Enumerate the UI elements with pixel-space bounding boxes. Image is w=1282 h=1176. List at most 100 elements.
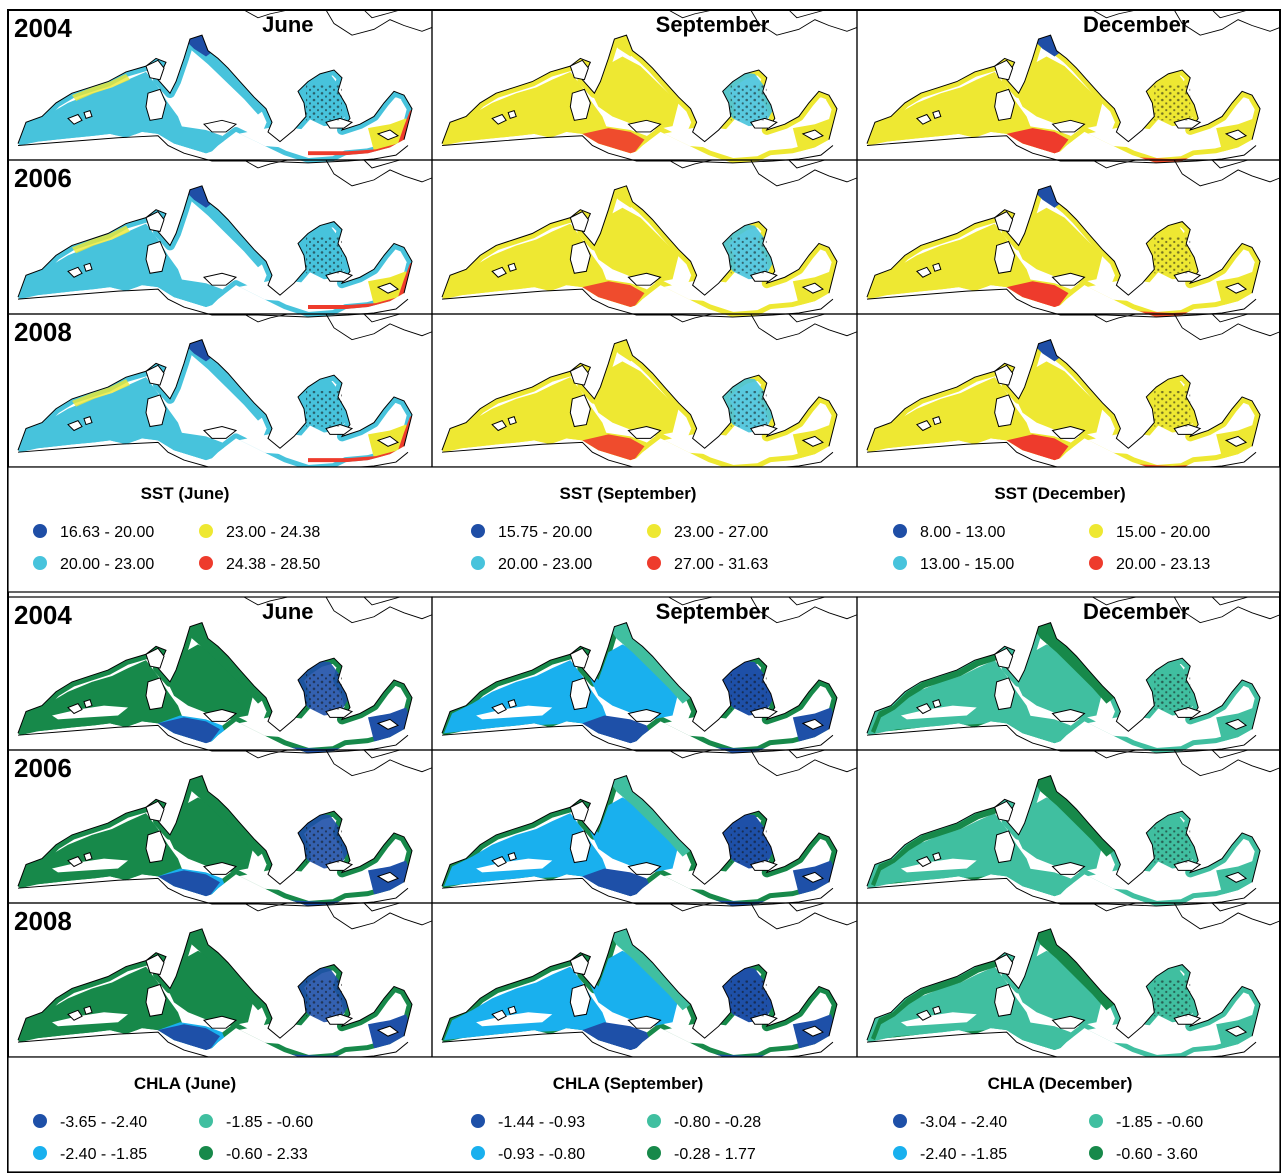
sea-region-tyrrhenian <box>1006 797 1103 873</box>
map-panel-sst-2004-sst_dec <box>866 9 1281 164</box>
map-panel-sst-2008-sst_dec <box>866 313 1281 471</box>
map-panel-chla-2008-chla_dec <box>866 902 1281 1061</box>
year-label: 2004 <box>14 600 72 630</box>
sea-region-northAdriaticCorner <box>1032 185 1063 208</box>
legend-swatch <box>33 524 47 538</box>
sea-region-gulfLion <box>72 73 130 101</box>
sea-region-westBasin <box>20 377 184 451</box>
sea-region-adriatic <box>184 775 266 857</box>
legend-label: 15.00 - 20.00 <box>1116 524 1210 541</box>
year-label: 2004 <box>14 13 72 43</box>
legend-label: 15.75 - 20.00 <box>498 524 592 541</box>
legend-swatch <box>471 1146 485 1160</box>
sea-region-tyrrhenian <box>1006 361 1103 437</box>
sea-region-westBasin <box>868 223 1033 298</box>
sea-region-adriatic <box>184 622 266 704</box>
legend-label: -3.04 - -2.40 <box>920 1114 1007 1131</box>
sea-region-tyrrhenian <box>1006 56 1103 131</box>
sea-region-tyrrhenian <box>158 950 254 1027</box>
sea-region-northAdriaticCorner <box>1032 35 1063 57</box>
legend-label: 24.38 - 28.50 <box>226 556 320 573</box>
legend-label: -0.60 - 3.60 <box>1116 1146 1198 1163</box>
legend-swatch <box>471 556 485 570</box>
sea-region-tyrrhenian <box>582 361 679 437</box>
legend-swatch <box>647 524 661 538</box>
sea-region-northAdriaticCorner <box>184 339 214 362</box>
year-label: 2006 <box>14 753 72 783</box>
year-label-background <box>9 12 79 42</box>
sea-region-northCoastStrip <box>870 960 997 1041</box>
map-panel-chla-2008-chla_sep <box>441 902 858 1061</box>
legend-swatch <box>33 1114 47 1128</box>
sea-region-northAdriaticCorner <box>184 35 214 57</box>
legend-title: CHLA (September) <box>553 1074 704 1093</box>
year-label: 2008 <box>14 317 72 347</box>
legend-swatch <box>893 1114 907 1128</box>
sea-region-northCoastStrip <box>870 807 997 887</box>
sea-region-northAdriaticCorner <box>608 35 639 57</box>
sea-region-tyrrhenian <box>1006 207 1103 284</box>
month-label: June <box>262 12 313 37</box>
sea-region-gulfLion <box>72 225 130 254</box>
sea-region-northAdriaticCorner <box>608 339 639 362</box>
sea-region-tyrrhenian <box>582 56 679 131</box>
map-panel-chla-2006-chla_sep <box>441 749 858 907</box>
legend-label: -3.65 - -2.40 <box>60 1114 147 1131</box>
sea-region-northAdriaticCorner <box>608 185 639 208</box>
sea-region-tyrrhenian <box>582 950 679 1027</box>
legend-swatch <box>199 1114 213 1128</box>
legend-swatch <box>199 524 213 538</box>
month-label: September <box>656 599 770 624</box>
legend-label: -2.40 - -1.85 <box>920 1146 1007 1163</box>
year-label-background <box>9 599 79 629</box>
sea-region-westBasin <box>868 377 1033 451</box>
map-panel-sst-2006-sst_dec <box>866 159 1281 318</box>
legend-label: -0.28 - 1.77 <box>674 1146 756 1163</box>
sea-region-tyrrhenian <box>582 797 679 873</box>
map-panel-sst-2008-sst_sep <box>441 313 858 471</box>
legend-label: -0.93 - -0.80 <box>498 1146 585 1163</box>
sea-region-westBasin <box>20 71 184 144</box>
map-panel-sst-2004-sst_sep <box>441 9 858 164</box>
legend-label: -1.44 - -0.93 <box>498 1114 585 1131</box>
legend-label: -0.80 - -0.28 <box>674 1114 761 1131</box>
legend-swatch <box>893 1146 907 1160</box>
sea-region-northAdriaticCorner <box>184 185 214 208</box>
legend-swatch <box>33 556 47 570</box>
sea-region-adriatic <box>608 622 691 704</box>
year-label: 2008 <box>14 906 72 936</box>
sea-region-tyrrhenian <box>1006 950 1103 1027</box>
legend-swatch <box>647 556 661 570</box>
legend-swatch <box>33 1146 47 1160</box>
sea-region-westBasin <box>444 71 609 144</box>
legend-swatch <box>647 1114 661 1128</box>
legend-swatch <box>647 1146 661 1160</box>
legend-label: 8.00 - 13.00 <box>920 524 1006 541</box>
legend-title: CHLA (December) <box>988 1074 1133 1093</box>
sea-region-tyrrhenian <box>582 207 679 284</box>
legend-swatch <box>199 556 213 570</box>
sea-region-gulfLion <box>72 379 130 407</box>
legend-title: SST (September) <box>560 484 697 503</box>
map-panel-chla-2006-chla_dec <box>866 749 1281 907</box>
sea-region-adriatic <box>1032 622 1115 704</box>
legend-title: SST (December) <box>994 484 1125 503</box>
legend-swatch <box>893 524 907 538</box>
month-label: December <box>1083 12 1190 37</box>
legend-label: 23.00 - 27.00 <box>674 524 768 541</box>
legend-label: -2.40 - -1.85 <box>60 1146 147 1163</box>
sea-region-tyrrhenian <box>1006 644 1103 720</box>
sea-region-tyrrhenian <box>582 644 679 720</box>
legend-title: CHLA (June) <box>134 1074 236 1093</box>
legend-panel <box>7 1056 1281 1173</box>
sea-region-tyrrhenian <box>158 644 254 720</box>
legend-label: 23.00 - 24.38 <box>226 524 320 541</box>
year-label-background <box>9 752 79 782</box>
map-panel-chla-2004-chla_dec <box>866 596 1281 754</box>
legend-label: 20.00 - 23.00 <box>498 556 592 573</box>
sea-region-adriatic <box>608 775 691 857</box>
legend-swatch <box>471 1114 485 1128</box>
sea-region-adriatic <box>1032 928 1115 1011</box>
year-label-background <box>9 316 79 346</box>
